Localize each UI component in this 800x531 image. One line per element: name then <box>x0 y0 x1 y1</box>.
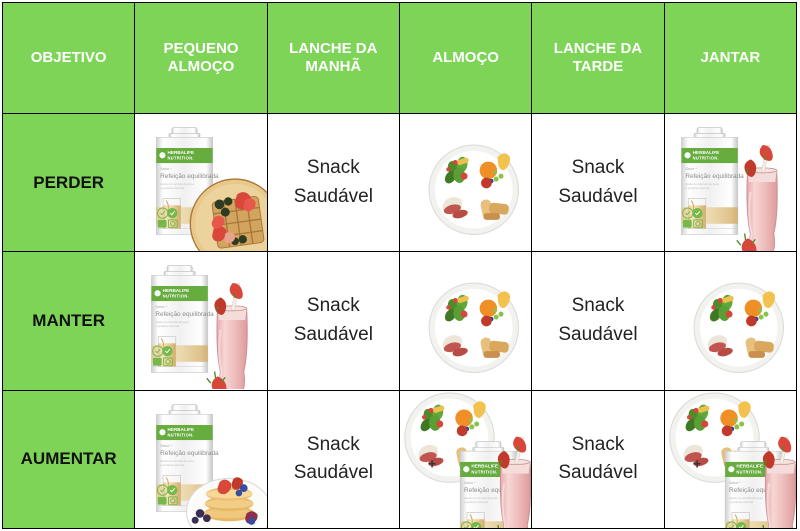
svg-text:+: + <box>693 457 701 472</box>
svg-text:+: + <box>428 457 436 472</box>
